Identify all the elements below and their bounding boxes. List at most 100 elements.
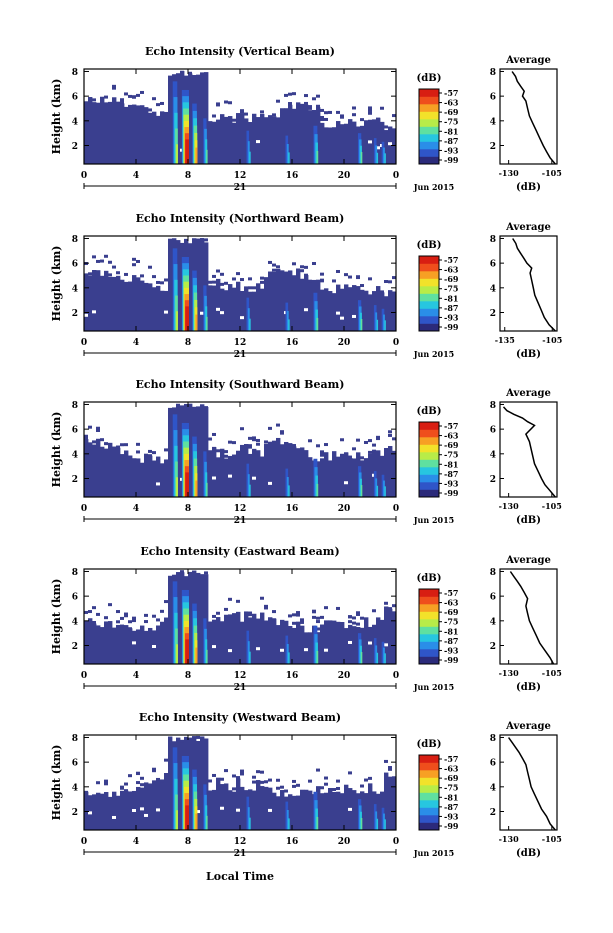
heatmap-cell bbox=[144, 282, 149, 331]
y-tick-label: 2 bbox=[72, 309, 78, 319]
colorbar-swatch bbox=[419, 755, 439, 763]
heatmap-cell bbox=[144, 620, 148, 624]
heatmap-cell bbox=[188, 243, 193, 331]
heatmap-gap bbox=[340, 316, 344, 320]
heatmap-cell bbox=[324, 620, 329, 664]
heatmap-cell bbox=[228, 614, 233, 664]
y-axis-label: Height (km) bbox=[50, 79, 63, 155]
heatmap-cell bbox=[348, 771, 352, 775]
heatmap-cell bbox=[332, 788, 336, 792]
heatmap-cell bbox=[224, 769, 228, 773]
heatmap-cell bbox=[372, 443, 376, 447]
echo-streak bbox=[381, 141, 385, 164]
heatmap-cell bbox=[144, 107, 149, 164]
echo-streak bbox=[381, 474, 385, 497]
heatmap-cell bbox=[212, 432, 216, 436]
heatmap-cell bbox=[196, 572, 201, 664]
x-tick-label: 20 bbox=[338, 671, 351, 681]
heatmap-cell bbox=[104, 616, 108, 620]
heatmap-cell bbox=[292, 262, 296, 266]
heatmap-cell bbox=[292, 446, 297, 497]
heatmap-cell bbox=[168, 736, 173, 830]
heatmap-cells bbox=[84, 570, 397, 664]
colorbar-swatch bbox=[419, 134, 439, 142]
heatmap-cell bbox=[260, 288, 265, 331]
heatmap-cell bbox=[116, 271, 120, 275]
heatmap-cell bbox=[300, 620, 304, 624]
x-tick-label: 20 bbox=[338, 504, 351, 514]
heatmap-cell bbox=[252, 780, 256, 784]
heatmap-cell bbox=[152, 614, 156, 618]
heatmap-cell bbox=[148, 112, 153, 164]
heatmap-cell bbox=[352, 121, 357, 164]
heatmap-cell bbox=[132, 275, 137, 331]
date-label: Jun 2015 bbox=[413, 848, 454, 858]
heatmap-cell bbox=[248, 444, 252, 448]
colorbar-tick-label: -87 bbox=[444, 303, 458, 313]
day-label: 21 bbox=[234, 183, 247, 193]
heatmap-cell bbox=[280, 619, 285, 664]
day-label: 21 bbox=[234, 683, 247, 693]
heatmap-cell bbox=[260, 780, 264, 784]
heatmap-cell bbox=[264, 780, 268, 784]
average-profile: Average 2 4 6 8 -130 -105(dB) bbox=[490, 55, 562, 193]
heatmap-gap bbox=[376, 146, 380, 150]
heatmap-cell bbox=[144, 630, 148, 634]
heatmap-cell bbox=[212, 274, 216, 278]
heatmap-cell bbox=[108, 603, 112, 607]
echo-streak bbox=[376, 485, 379, 497]
colorbar-tick-label: -87 bbox=[444, 469, 458, 479]
average-title: Average bbox=[505, 222, 551, 233]
average-x-label: (dB) bbox=[516, 848, 541, 859]
heatmap-cell bbox=[276, 796, 281, 830]
heatmap-cell bbox=[84, 437, 88, 441]
heatmap-cell bbox=[352, 285, 357, 331]
heatmap-cell bbox=[388, 430, 392, 434]
x-tick-label: 4 bbox=[133, 338, 139, 348]
colorbar-tick-label: -87 bbox=[444, 802, 458, 812]
heatmap-cell bbox=[232, 441, 236, 445]
heatmap-cell bbox=[392, 776, 397, 830]
y-axis-label: Height (km) bbox=[50, 745, 63, 821]
heatmap-cell bbox=[336, 791, 341, 830]
heatmap-cell bbox=[252, 790, 257, 830]
heatmap-cells bbox=[84, 70, 397, 164]
heatmap-cell bbox=[344, 784, 349, 830]
heatmap-cell bbox=[260, 456, 265, 497]
heatmap-cell bbox=[188, 571, 193, 664]
echo-streak bbox=[288, 818, 290, 830]
heatmap-cell bbox=[320, 118, 324, 122]
heatmap-gap bbox=[228, 649, 232, 653]
heatmap-cell bbox=[332, 620, 337, 664]
heatmap-cell bbox=[112, 791, 117, 830]
heatmap-cell bbox=[272, 610, 276, 614]
heatmap-cell bbox=[376, 437, 380, 441]
heatmap-cell bbox=[100, 259, 104, 263]
heatmap-cell bbox=[92, 102, 97, 164]
heatmap-cell bbox=[124, 782, 128, 786]
echo-streaks bbox=[172, 81, 386, 164]
heatmap-gap bbox=[220, 311, 224, 315]
heatmap-cell bbox=[96, 792, 101, 830]
heatmap-cell bbox=[224, 783, 229, 830]
heatmap-cell bbox=[112, 84, 116, 88]
heatmap-cell bbox=[168, 238, 173, 331]
heatmap-cell bbox=[168, 75, 173, 164]
heatmap-cell bbox=[392, 128, 397, 164]
heatmap-gap bbox=[388, 142, 392, 146]
heatmap-gap bbox=[252, 476, 256, 480]
colorbar-swatch bbox=[419, 777, 439, 786]
heatmap-cell bbox=[368, 108, 372, 112]
echo-streak bbox=[384, 153, 386, 164]
heatmap-cell bbox=[328, 110, 332, 114]
colorbar-tick-label: -57 bbox=[444, 588, 458, 598]
average-y-tick-label: 4 bbox=[490, 783, 496, 793]
heatmap-cell bbox=[268, 778, 272, 782]
echo-streak bbox=[246, 630, 250, 664]
panel-title: Echo Intensity (Westward Beam) bbox=[139, 711, 341, 724]
colorbar-tick-label: -69 bbox=[444, 773, 459, 783]
colorbar: -57-63-69-75-81-87-93-99 bbox=[418, 754, 459, 831]
average-y-tick-label: 6 bbox=[490, 93, 496, 103]
